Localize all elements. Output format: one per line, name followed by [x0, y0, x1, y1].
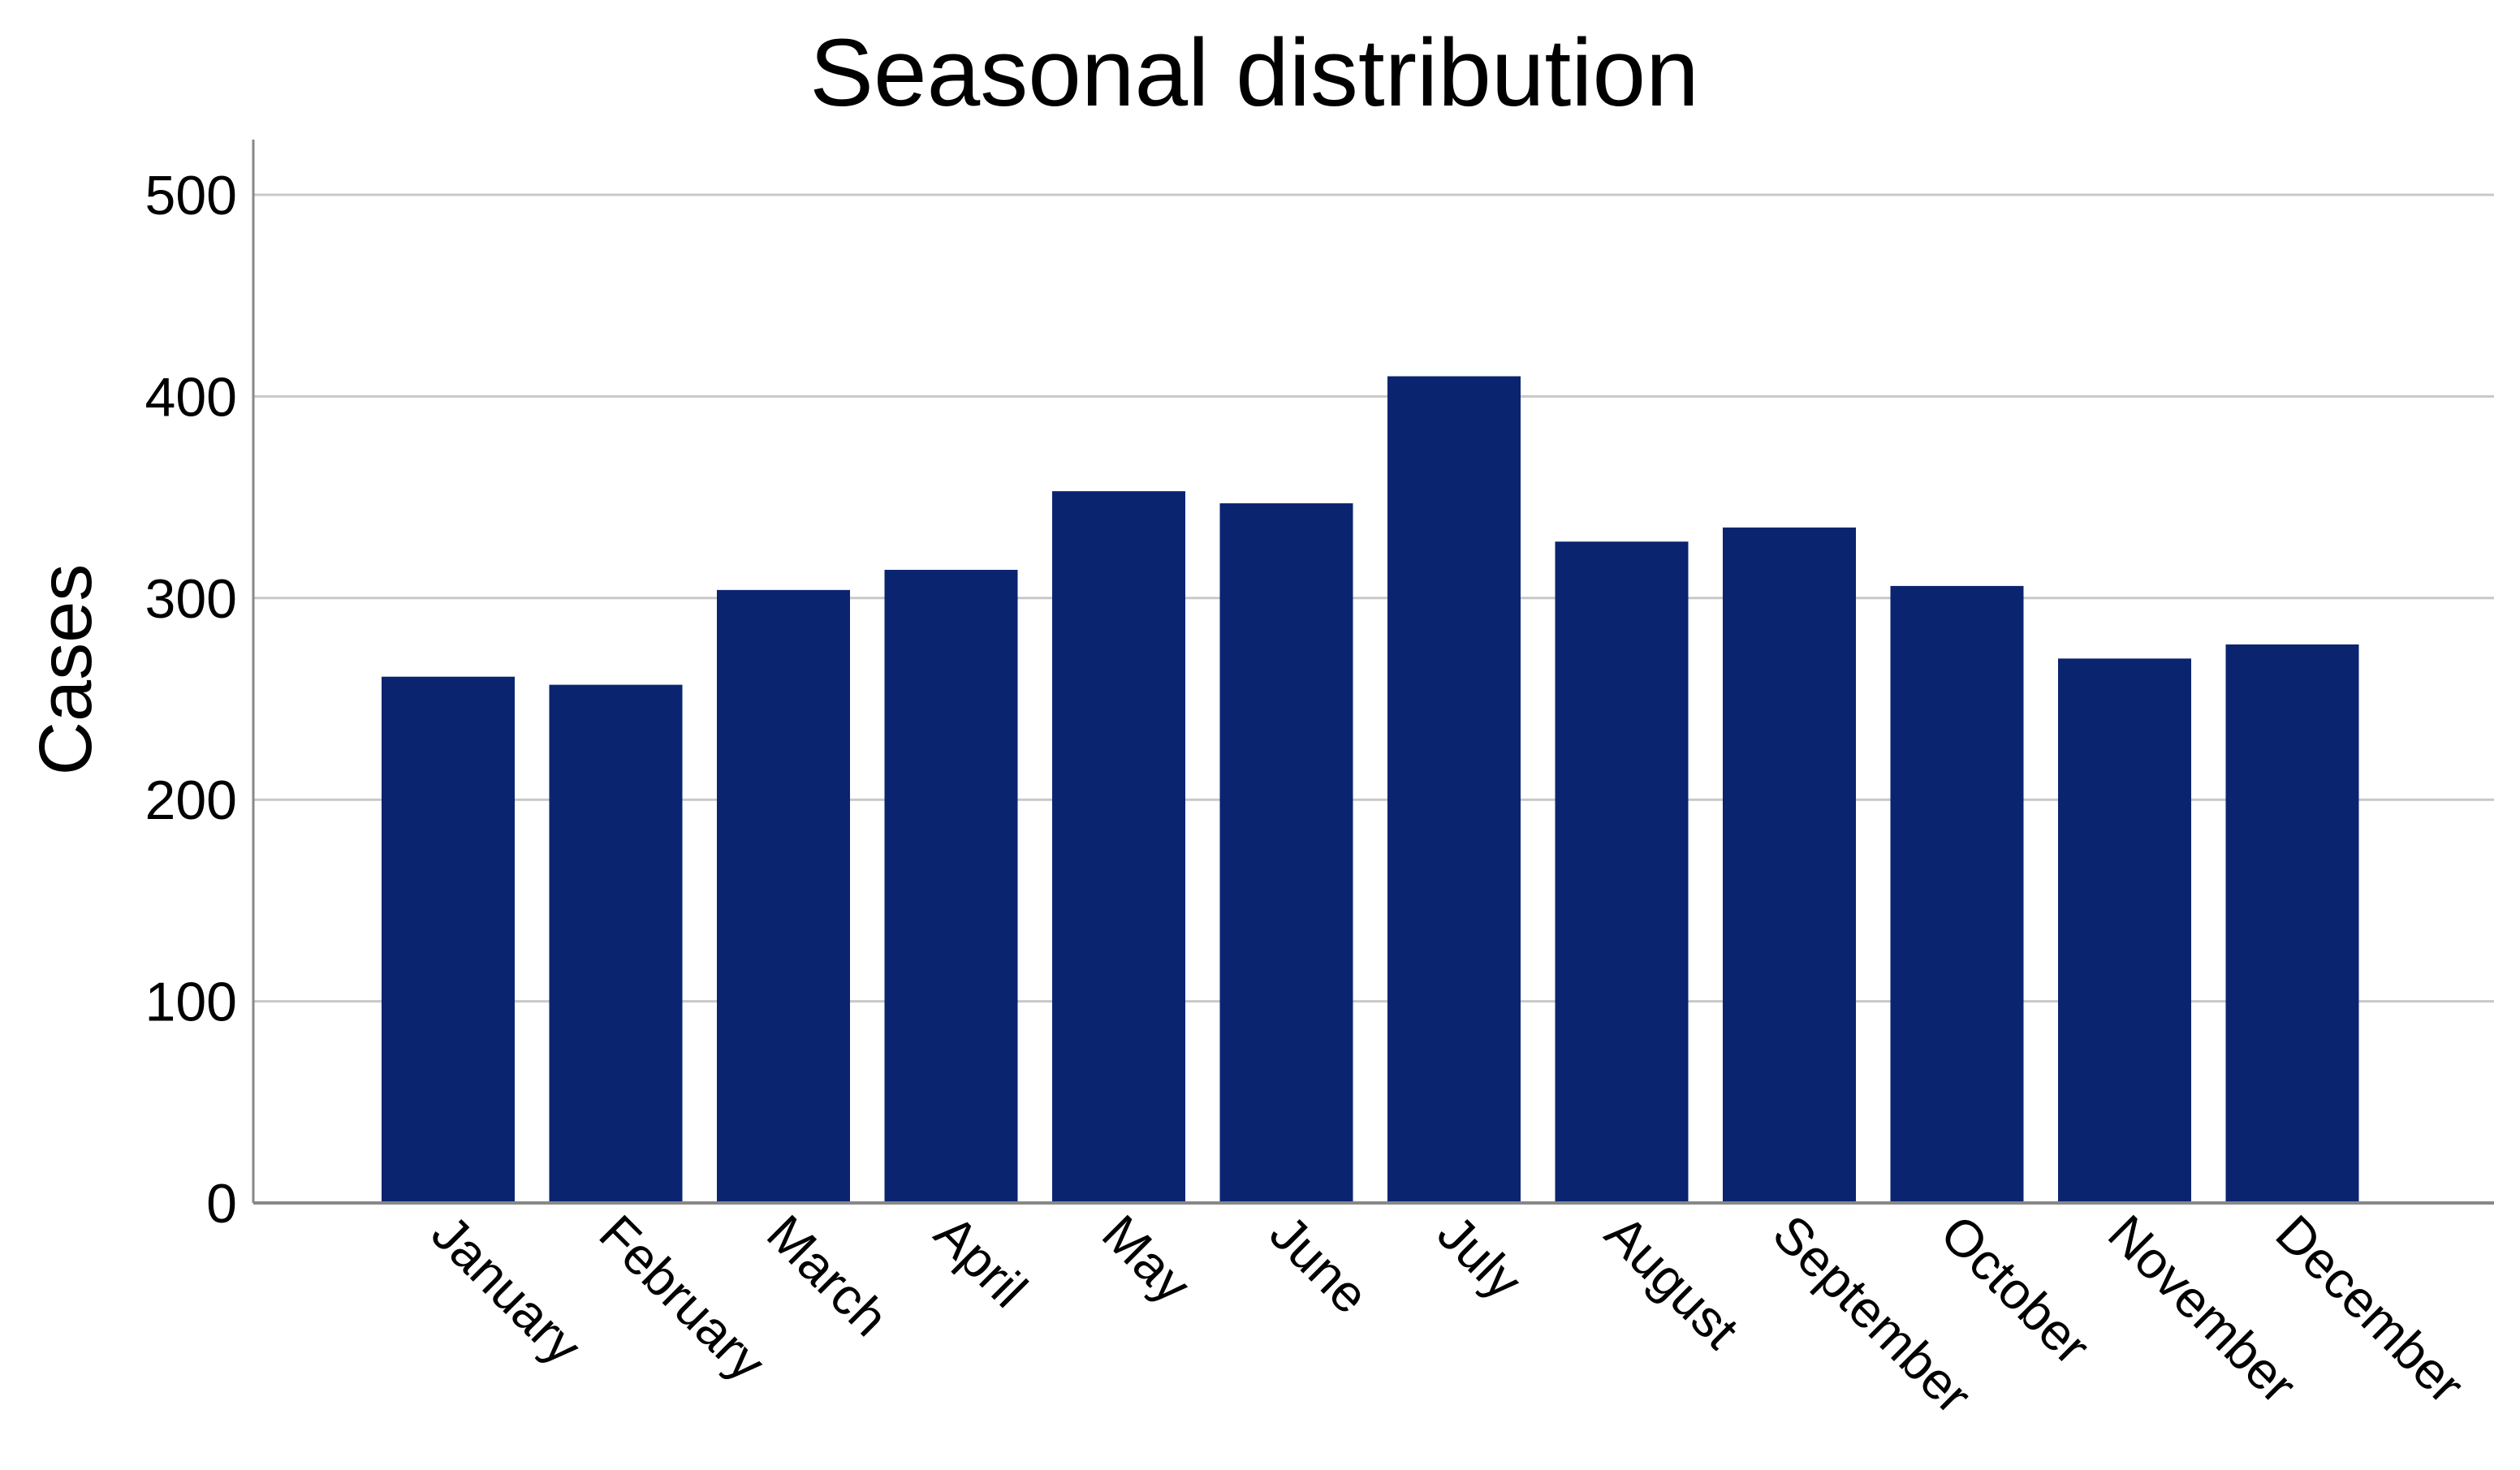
bar-june [1219, 503, 1353, 1203]
bar-november [2058, 658, 2191, 1203]
y-tick-label: 300 [145, 568, 237, 630]
x-category-label: March [756, 1204, 900, 1347]
y-tick-label: 100 [145, 972, 237, 1033]
bar-april [884, 570, 1018, 1203]
bar-march [717, 589, 850, 1203]
x-category-label: February [589, 1204, 777, 1392]
x-category-label: October [1930, 1204, 2102, 1376]
bar-august [1555, 541, 1689, 1203]
bars [382, 376, 2359, 1203]
y-tick-label: 0 [206, 1173, 237, 1235]
x-category-label: May [1091, 1204, 1202, 1314]
bar-september [1723, 527, 1856, 1203]
x-category-label: January [421, 1204, 593, 1376]
y-tick-label: 200 [145, 769, 237, 831]
y-tick-label: 400 [145, 366, 237, 428]
axes [252, 140, 2494, 1205]
x-category-label: July [1426, 1204, 1533, 1310]
x-category-label: August [1594, 1204, 1750, 1360]
bar-may [1052, 491, 1185, 1203]
bar-july [1387, 376, 1521, 1203]
bar-october [1890, 585, 2024, 1203]
y-tick-labels: 0 100 200 300 400 500 [145, 165, 237, 1235]
bar-december [2225, 644, 2359, 1203]
x-category-label: April [924, 1204, 1038, 1318]
bar-january [382, 676, 515, 1203]
x-category-label: June [1259, 1204, 1380, 1325]
y-tick-label: 500 [145, 165, 237, 226]
y-axis-title: Cases [24, 564, 107, 776]
chart-title: Seasonal distribution [809, 19, 1698, 127]
bar-february [549, 684, 683, 1203]
